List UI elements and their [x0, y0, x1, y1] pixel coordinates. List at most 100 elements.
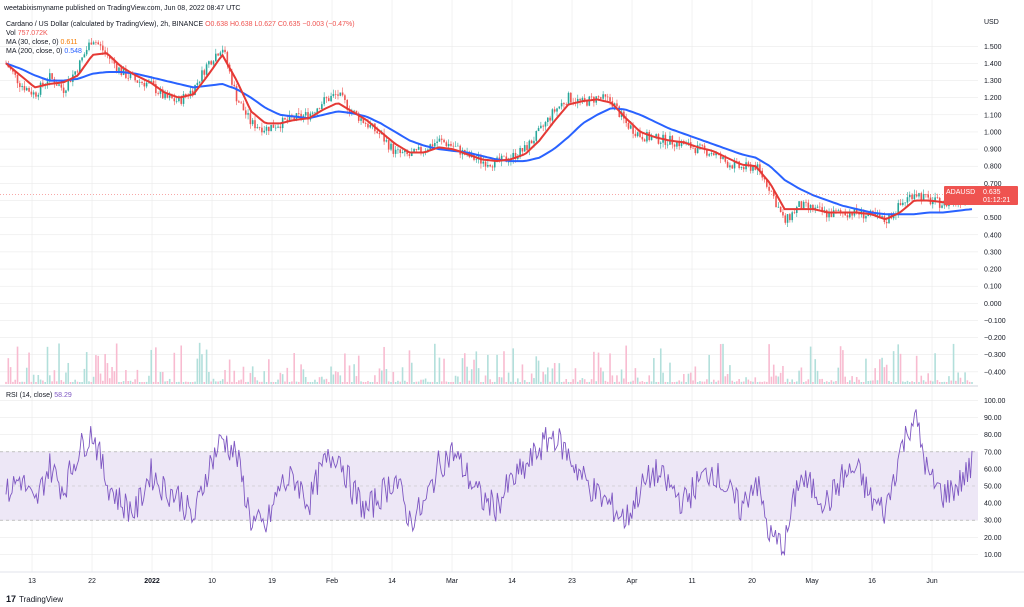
candle-body [941, 205, 943, 208]
candle-body [28, 88, 30, 92]
volume-bar [800, 367, 803, 384]
candle-body [189, 90, 192, 97]
volume-bar [512, 348, 515, 384]
candle-body [42, 82, 44, 86]
candle-body [58, 84, 60, 86]
volume-bar [927, 373, 929, 384]
volume-bar [731, 380, 734, 384]
candle-body [231, 71, 233, 85]
volume-bar [470, 369, 473, 384]
symbol-title[interactable]: Cardano / US Dollar (calculated by Tradi… [6, 21, 204, 28]
candle-body [805, 201, 807, 203]
candle-body [78, 60, 81, 73]
volume-bar [579, 380, 581, 384]
candle-body [307, 112, 309, 120]
volume-bar [327, 381, 330, 384]
candle-body [920, 193, 923, 201]
volume-bar [150, 349, 153, 384]
volume-bar [180, 345, 183, 384]
candle-body [546, 117, 549, 123]
volume-bar [724, 376, 727, 384]
volume-bar [355, 376, 358, 384]
candle-body [855, 208, 858, 213]
price-tick-label: 0.100 [984, 284, 1002, 291]
time-tick-label: May [805, 578, 819, 585]
candle-body [155, 84, 157, 94]
volume-bar [401, 367, 404, 384]
price-tick-label: 1.200 [984, 95, 1002, 102]
volume-bar [443, 358, 445, 384]
volume-value: 757.072K [17, 30, 48, 37]
candle-body [666, 144, 669, 146]
volume-bar [902, 381, 904, 384]
candle-body [563, 103, 565, 105]
volume-bar [881, 357, 883, 384]
volume-bar [173, 352, 176, 384]
rsi-label[interactable]: RSI (14, close) [6, 392, 53, 399]
candle-body [357, 113, 360, 121]
volume-bar [482, 381, 485, 384]
candle-body [733, 161, 736, 169]
price-tick-label: −0.200 [984, 335, 1006, 342]
volume-bar [535, 356, 538, 384]
volume-bar [323, 379, 325, 384]
candle-body [284, 117, 286, 120]
ma30-label[interactable]: MA (30, close, 0) [6, 39, 59, 46]
volume-bar [802, 381, 805, 384]
candle-body [49, 73, 51, 82]
volume-bar [890, 381, 893, 384]
price-axis[interactable]: 1.500 1.400 1.300 1.200 1.100 1.000 0.900 0.800… [984, 44, 1006, 377]
candle-body [376, 131, 378, 134]
volume-bar [648, 375, 651, 384]
volume-bar [166, 381, 169, 384]
volume-bar [353, 364, 355, 384]
volume-bar [699, 381, 701, 384]
badge-price: 0.635 [983, 189, 1001, 196]
candle-body [198, 81, 201, 83]
volume-bar [438, 357, 441, 384]
volume-bar [540, 381, 542, 384]
volume-bar [307, 381, 309, 384]
rsi-axis[interactable]: 100.00 90.00 80.00 70.00 60.00 50.00 40.00 30.0… [984, 398, 1006, 559]
volume-bar [473, 359, 475, 384]
candle-body [46, 81, 49, 85]
volume-bar [436, 381, 438, 384]
volume-bar [316, 381, 319, 384]
volume-bar [404, 380, 406, 384]
volume-bar [55, 381, 58, 384]
candle-body [129, 74, 132, 79]
ma200-label[interactable]: MA (200, close, 0) [6, 48, 63, 55]
candle-body [399, 149, 402, 154]
candle-body [171, 95, 173, 99]
publisher-info: weetabixismyname published on TradingVie… [4, 5, 241, 12]
candle-body [360, 118, 362, 121]
volume-bar [812, 381, 814, 384]
candle-body [696, 145, 699, 154]
volume-bar [97, 355, 100, 384]
price-tick-label: 1.500 [984, 44, 1002, 51]
volume-label[interactable]: Vol [6, 30, 16, 37]
candle-body [846, 215, 849, 218]
candle-body [60, 84, 63, 88]
volume-bar [12, 381, 14, 384]
time-axis[interactable]: 13 22 2022 10 19 Feb 14 Mar 14 23 Apr 11 20 May 16 Jun [28, 578, 938, 585]
candle-body [632, 125, 634, 134]
volume-bar [892, 351, 895, 384]
candle-body [81, 57, 83, 61]
candle-body [634, 133, 637, 137]
volume-bar [7, 358, 10, 384]
volume-bar [228, 359, 231, 384]
price-tick-label: 1.400 [984, 61, 1002, 68]
volume-bar [272, 382, 275, 384]
volume-bar [233, 370, 236, 384]
price-tick-label: 0.300 [984, 249, 1002, 256]
candle-body [936, 197, 939, 199]
candle-body [600, 97, 602, 99]
volume-bar [862, 381, 865, 384]
volume-bar [507, 372, 510, 384]
volume-bar [653, 358, 655, 384]
tradingview-brand[interactable]: 17 TradingView [6, 594, 63, 604]
volume-bar [558, 363, 561, 384]
volume-bar [786, 378, 789, 384]
